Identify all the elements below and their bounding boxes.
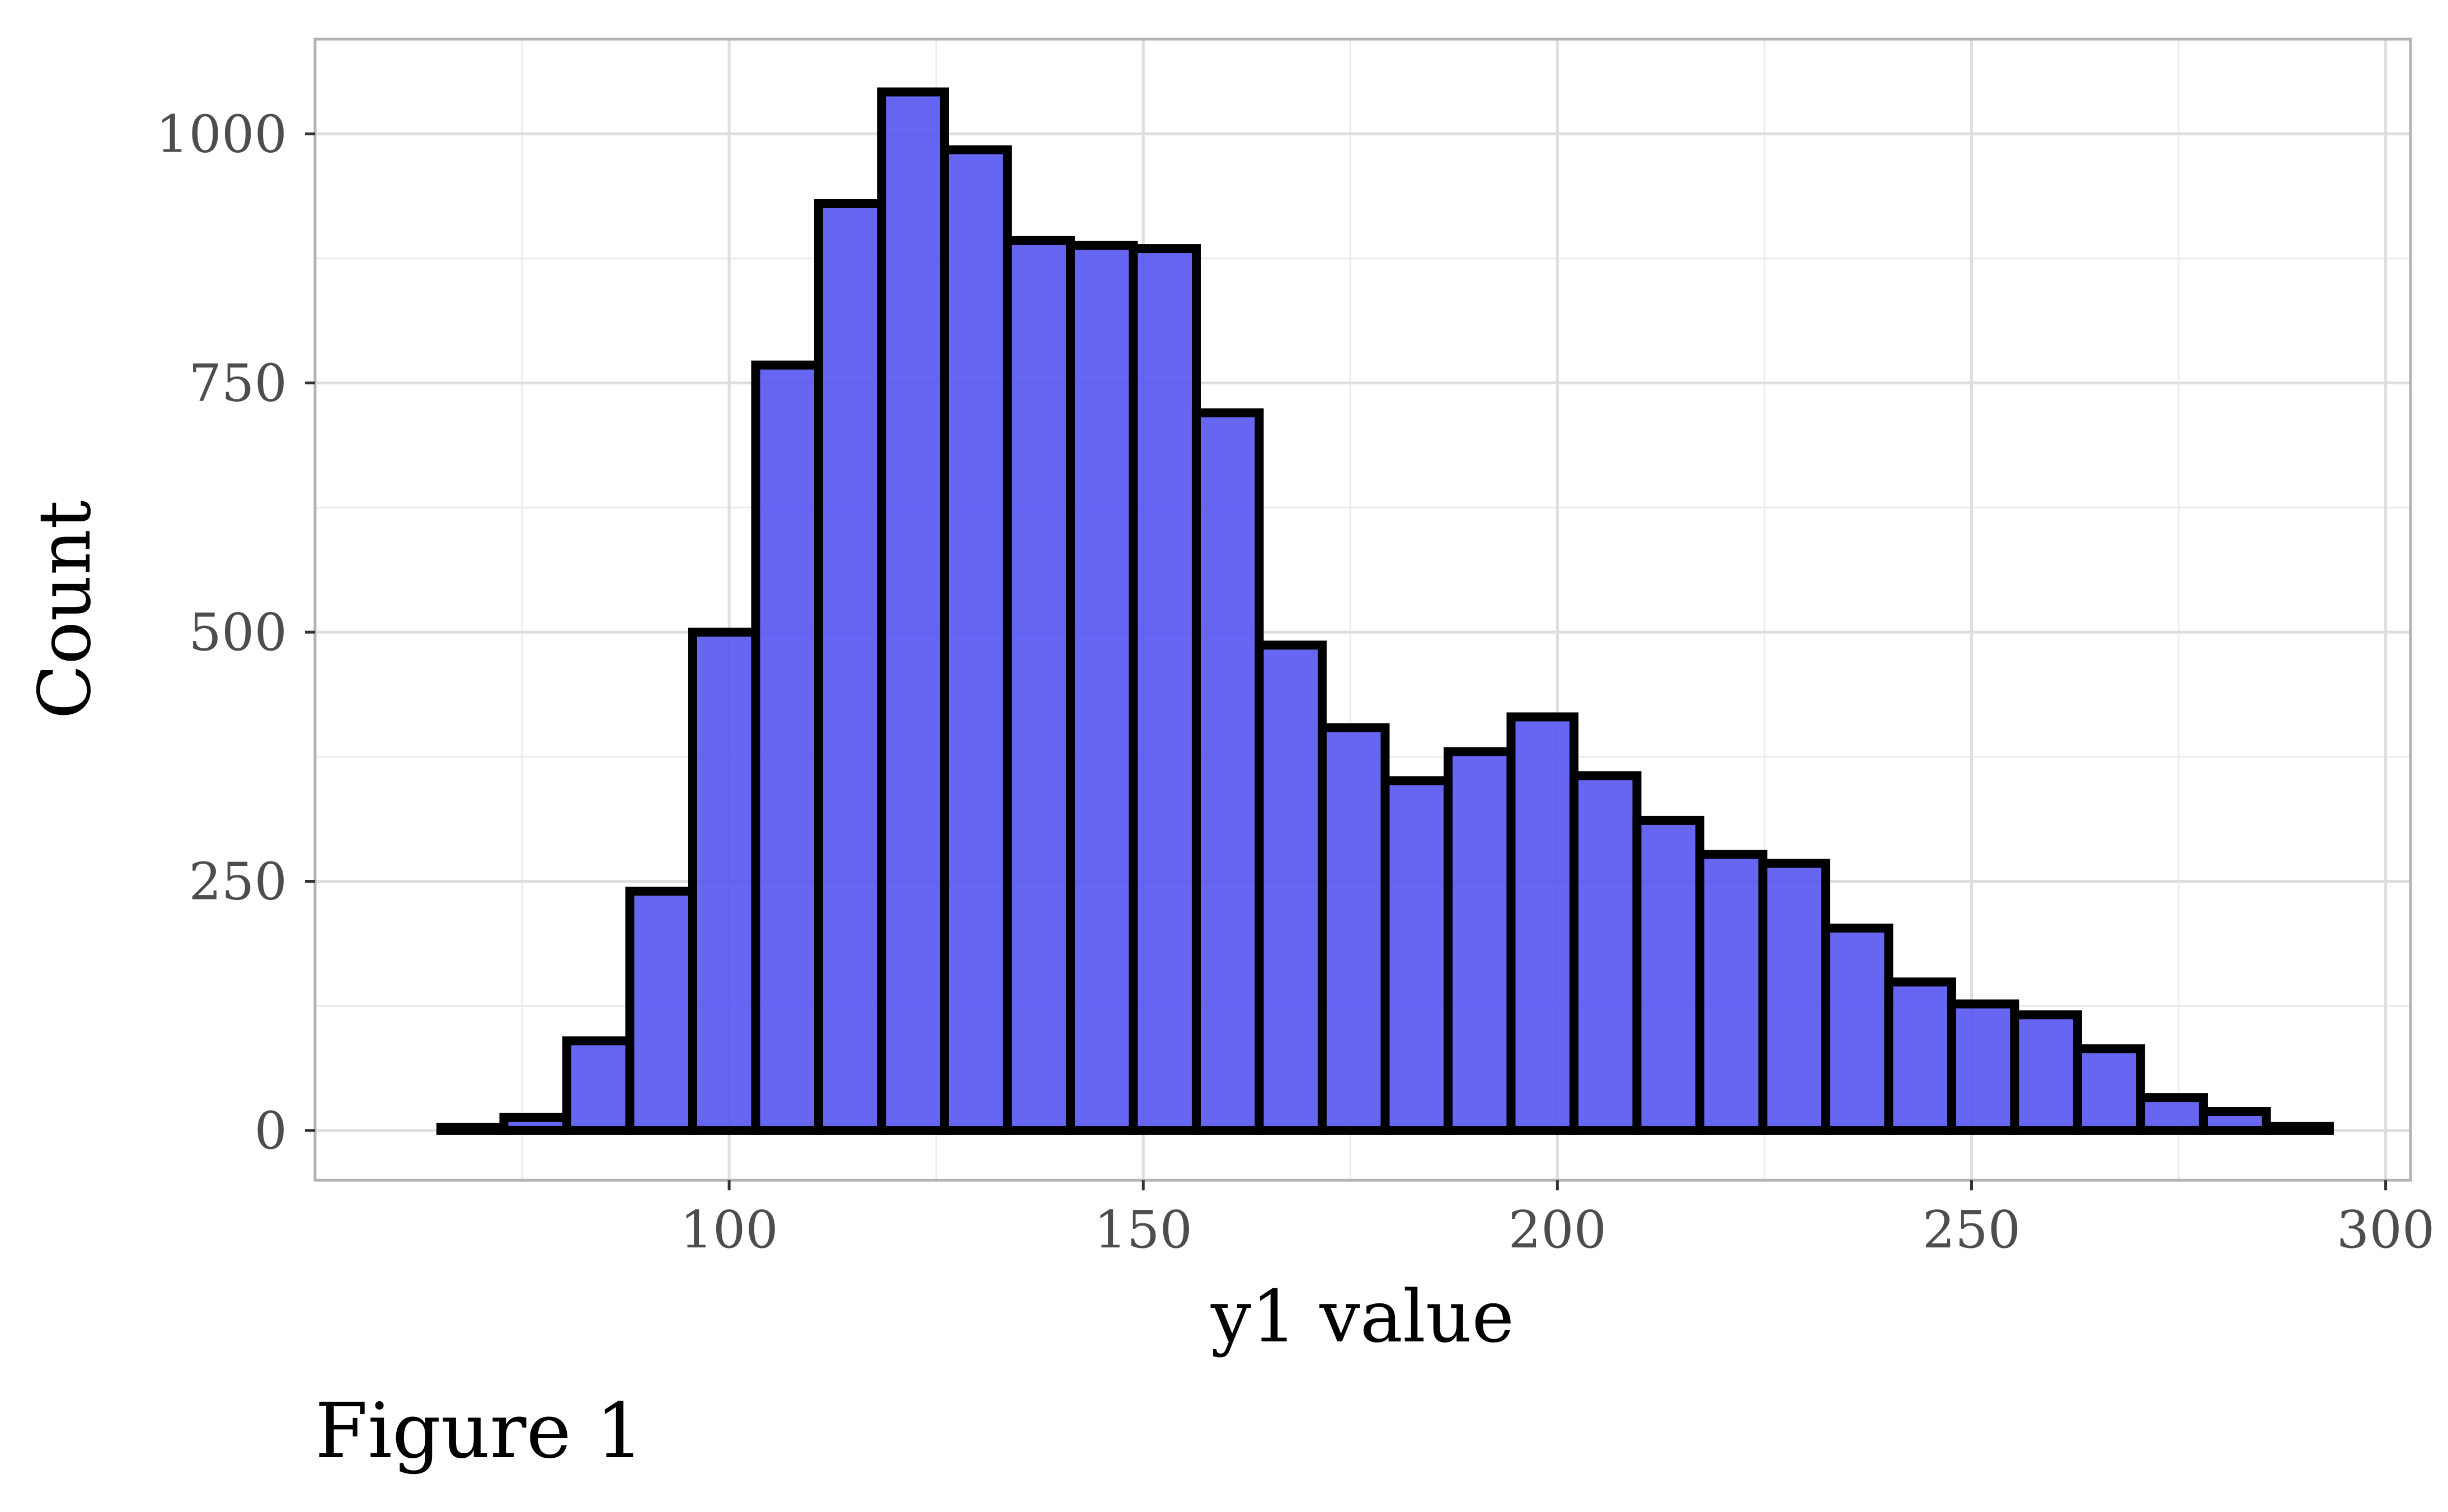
histogram-bar — [2198, 1107, 2271, 1135]
x-tick-label: 300 — [2337, 1200, 2435, 1260]
histogram-bar — [814, 199, 886, 1135]
panel-border — [313, 37, 2412, 1182]
histogram-bars — [436, 87, 2334, 1135]
histogram-bar — [1003, 235, 1075, 1135]
histogram-bar — [1317, 723, 1390, 1135]
histogram-bar — [436, 1123, 509, 1135]
x-tick-label: 250 — [1923, 1200, 2021, 1260]
histogram-bar — [562, 1036, 635, 1135]
y-tick-label: 0 — [254, 1101, 287, 1161]
histogram-bar — [688, 628, 760, 1135]
histogram-bar — [1758, 859, 1830, 1135]
figure-caption: Figure 1 — [315, 1387, 644, 1476]
histogram-bar — [1947, 999, 2019, 1135]
y-tick-label: 750 — [189, 354, 287, 413]
histogram-bar — [1821, 924, 1893, 1135]
histogram-bar — [1569, 771, 1642, 1135]
histogram-bar — [1443, 747, 1516, 1135]
histogram-bar — [2262, 1122, 2334, 1135]
histogram-bar — [499, 1113, 571, 1135]
y-tick-label: 250 — [189, 852, 287, 912]
x-tick-label: 200 — [1509, 1200, 1607, 1260]
histogram-bar — [877, 87, 949, 1135]
y-axis-title: Count — [24, 500, 107, 719]
y-tick-label: 500 — [189, 602, 287, 662]
histogram-bar — [1632, 816, 1704, 1135]
x-tick-label: 100 — [680, 1200, 778, 1260]
histogram-bar — [751, 360, 823, 1135]
histogram-bar — [1695, 850, 1768, 1135]
histogram-bar — [1380, 776, 1453, 1135]
histogram-bar — [2073, 1044, 2145, 1135]
histogram-bar — [1129, 244, 1201, 1135]
histogram-bar — [2010, 1010, 2082, 1135]
x-axis-ticks: 100 150 200 250 300 — [680, 1180, 2435, 1260]
y-axis-ticks: 0 250 500 750 1000 — [156, 104, 315, 1161]
x-tick-label: 150 — [1094, 1200, 1192, 1260]
histogram-bar — [1884, 977, 1956, 1135]
x-axis-title: y1 value — [1210, 1275, 1514, 1359]
histogram-bar — [625, 887, 697, 1135]
histogram-bar — [2136, 1093, 2208, 1135]
histogram-bar — [1065, 241, 1138, 1135]
histogram-bar — [1254, 640, 1327, 1135]
histogram-bar — [939, 145, 1012, 1135]
histogram-bar — [1191, 408, 1264, 1135]
histogram-bar — [1506, 712, 1578, 1135]
y-tick-label: 1000 — [156, 104, 287, 164]
